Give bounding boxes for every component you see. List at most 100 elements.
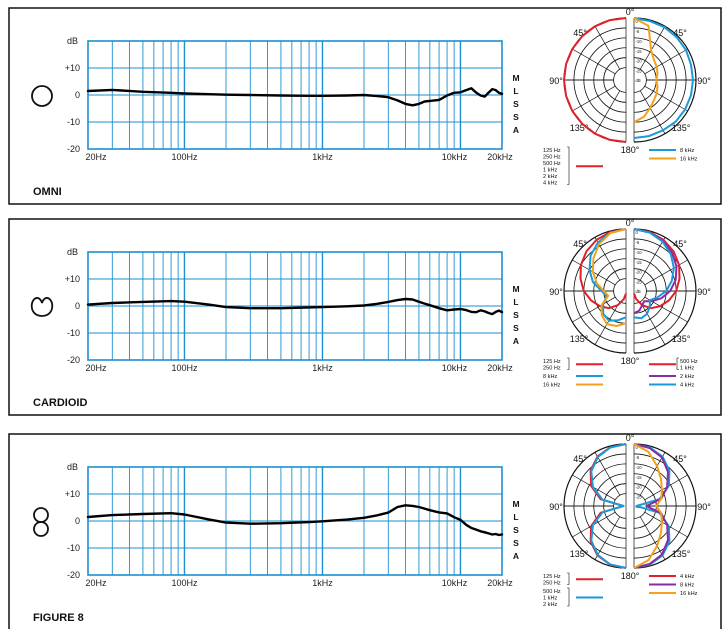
y-tick-label: -20 [67,144,80,154]
y-tick-label: 0 [75,301,80,311]
x-tick-label: 20kHz [487,363,513,373]
panel-frame [8,433,722,631]
legend-label: 2 kHz [543,174,558,180]
x-tick-label: 100Hz [171,152,198,162]
grid [87,251,503,361]
polar-trace-right [633,17,659,124]
y-tick-label: 0 [75,516,80,526]
polar-trace-left [563,17,627,143]
legend-bracket [676,357,679,370]
polar-angle-label: 135° [672,549,691,559]
panel-frame [8,218,722,416]
polar-angle-label: 0° [626,7,635,17]
polar-spoke [594,26,621,70]
polar-plot: 0 -5 -10 -15 -20 -25 dB 0° 45° 45° 90° 90° 135° 135° 1… [549,7,711,155]
polar-spoke [594,516,621,560]
figure-eight-icon-lower-loop [33,521,49,537]
polar-angle-label: 90° [549,76,563,86]
x-tick-label: 1kHz [312,578,333,588]
legend-bracket [567,587,570,607]
polar-trace-right [633,228,678,315]
legend-label: 16 kHz [680,157,698,163]
y-tick-label: -20 [67,570,80,580]
polar-spoke [639,452,666,496]
polar-spoke [639,90,666,134]
legend-label: 4 kHz [680,383,695,389]
polar-ring-label: 0 [636,19,639,24]
polar-ring-label: -20 [636,485,643,490]
polar-ring-label: 0 [636,445,639,450]
panel-frame [8,7,722,205]
x-tick-label: 10kHz [442,152,468,162]
polar-angle-label: 135° [672,123,691,133]
polar-angle-label: 135° [672,334,691,344]
polar-angle-label: 45° [573,239,587,249]
polar-spoke [639,516,666,560]
polar-trace-left [591,228,627,327]
polar-ring-label: -25 [636,280,643,285]
x-tick-label: 20kHz [487,152,513,162]
legend-label: 1 kHz [543,596,558,602]
legend-label: 16 kHz [543,383,561,389]
y-tick-label: +10 [65,489,80,499]
legend-label: 4 kHz [680,574,695,580]
polar-angle-label: 0° [626,218,635,228]
legend-label: 2 kHz [543,602,558,608]
legend-label: 8 kHz [680,148,695,154]
cardioid-icon [30,297,54,317]
polar-ring-label: -15 [636,475,643,480]
legend-label: 125 Hz [543,574,561,580]
polar-ring-label: -5 [636,455,640,460]
panel-figure-8: dB +10 0 -10 -20 20Hz 100Hz 1kHz 10kHz 20kHz M L S S A… [8,433,722,631]
polar-ring-label: -10 [636,465,643,470]
plot-frame [87,251,503,361]
frequency-response-curve [86,504,504,537]
legend-label: 1 kHz [543,168,558,174]
y-tick-label: -20 [67,355,80,365]
polar-ring-label: 0 [636,230,639,235]
polar-trace-right [633,443,663,569]
polar-spoke [594,90,621,134]
polar-spoke [639,237,666,281]
polar-angle-label: 180° [621,145,640,155]
x-tick-label: 20Hz [85,363,107,373]
polar-ring-label: -25 [636,69,643,74]
polar-trace-left [579,228,627,310]
polar-angle-label: 135° [570,334,589,344]
polar-spoke [572,85,616,112]
polar-ring-label: -10 [636,39,643,44]
polar-trace-right [633,443,669,569]
polar-angle-label: 135° [570,549,589,559]
x-tick-label: 20Hz [85,578,107,588]
polar-ring-label: -25 [636,495,643,500]
legend-bracket [567,146,570,185]
legend-bracket [567,572,570,585]
frequency-response-curve [86,87,504,107]
legend-label: 500 Hz [543,161,561,167]
polar-spoke [644,48,688,75]
polar-angle-label: 0° [626,433,635,443]
polar-angle-label: 90° [549,502,563,512]
polar-spoke [639,301,666,345]
legend-label: 2 kHz [680,374,695,380]
polar-angle-label: 135° [570,123,589,133]
polar-spoke [644,259,688,286]
panel-title: FIGURE 8 [33,612,84,624]
polar-angle-label: 45° [573,28,587,38]
legend-label: 8 kHz [543,374,558,380]
polar-ring-label: -5 [636,240,640,245]
polar-trace-left [590,443,627,569]
x-tick-label: 100Hz [171,363,198,373]
frequency-response-curve [86,297,504,316]
polar-spoke [572,296,616,323]
x-tick-label: 10kHz [442,578,468,588]
panel-title: CARDIOID [33,397,87,409]
polar-angle-label: 90° [549,287,563,297]
legend-label: 8 kHz [680,583,695,589]
polar-angle-label: 180° [621,356,640,366]
